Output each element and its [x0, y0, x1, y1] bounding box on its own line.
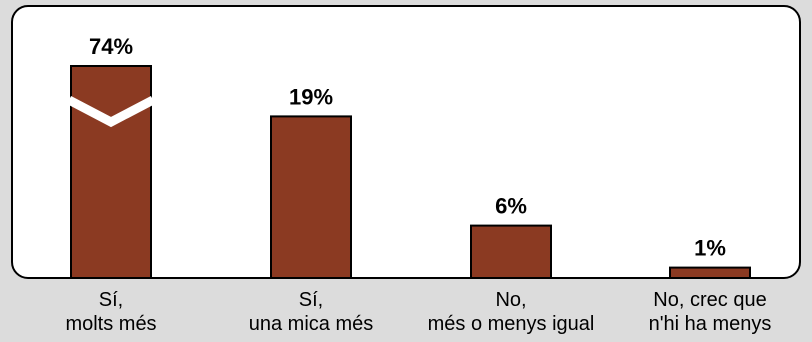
category-label-4-line-1: No, crec que: [653, 289, 766, 311]
bar-4: [669, 266, 751, 280]
chart-panel: [11, 5, 801, 279]
category-label-1-line-2: molts més: [65, 313, 156, 335]
category-label-1-line-1: Sí,: [99, 289, 123, 311]
bars-group: [66, 65, 751, 280]
axis-break-mark: [66, 96, 156, 128]
value-label-2: 19%: [289, 84, 333, 109]
value-labels-group: 74% 19% 6% 1%: [89, 34, 726, 261]
category-label-3-line-2: més o menys igual: [428, 313, 595, 335]
value-label-4: 1%: [694, 236, 726, 261]
bar-1: [70, 65, 152, 279]
category-label-4-line-2: n'hi ha menys: [649, 313, 772, 335]
category-label-2-line-1: Sí,: [299, 289, 323, 311]
bar-3: [470, 224, 552, 280]
category-label-3-line-1: No,: [495, 289, 526, 311]
bar-2: [270, 115, 352, 280]
category-label-2-line-2: una mica més: [249, 313, 374, 335]
value-label-1: 74%: [89, 34, 133, 59]
value-label-3: 6%: [495, 194, 527, 219]
